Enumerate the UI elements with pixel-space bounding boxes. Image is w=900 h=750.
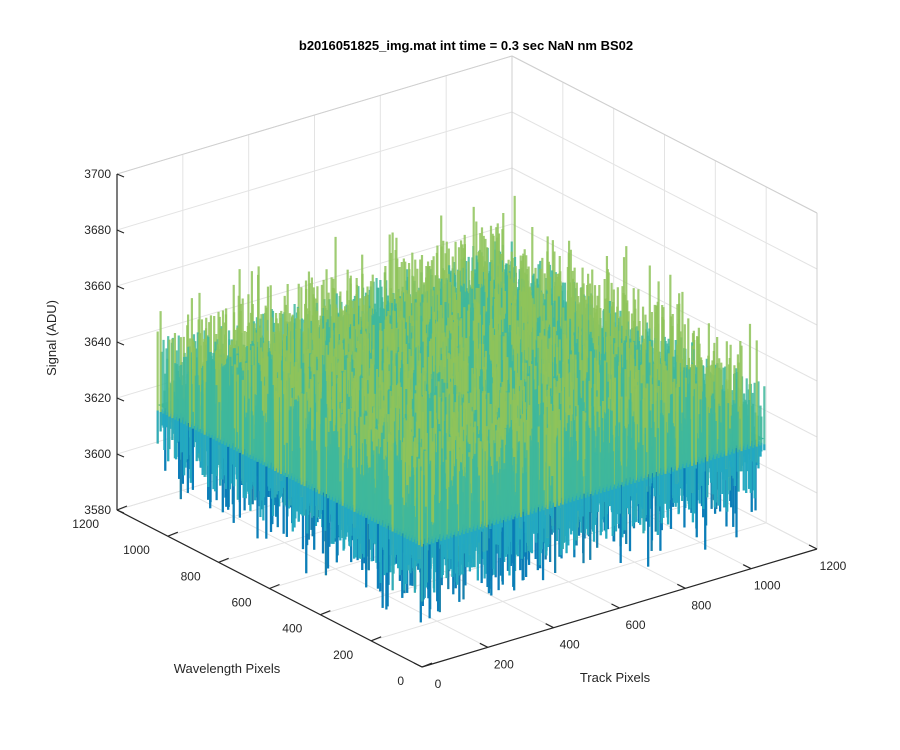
grid-line bbox=[511, 167, 818, 326]
box-edge bbox=[116, 55, 513, 175]
grid-line bbox=[116, 111, 513, 231]
box-edge bbox=[511, 55, 818, 214]
grid-line bbox=[371, 522, 767, 642]
grid-line bbox=[511, 223, 818, 382]
grid-line bbox=[116, 167, 513, 287]
grid-line bbox=[511, 111, 818, 270]
surface-plot bbox=[156, 195, 766, 623]
